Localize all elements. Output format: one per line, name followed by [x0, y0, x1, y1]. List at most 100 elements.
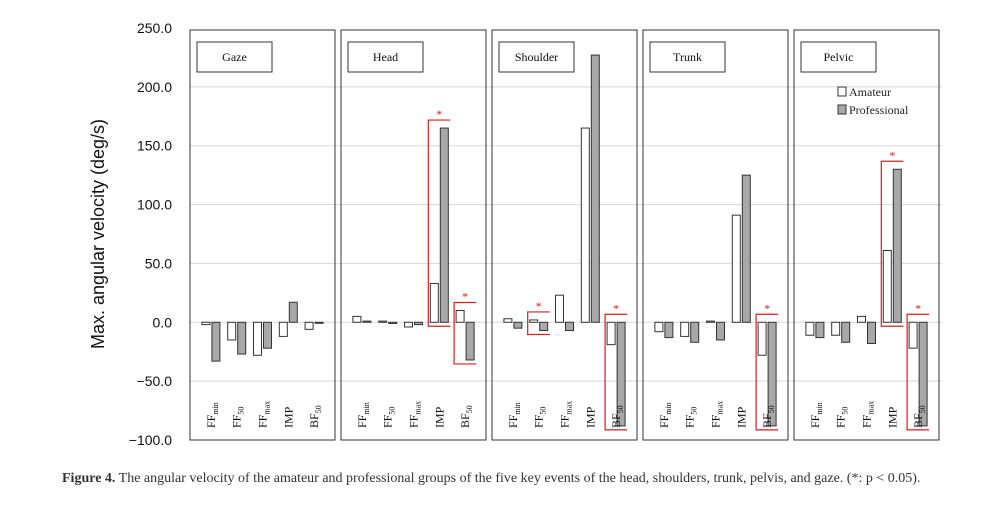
category-label-main: FF — [381, 414, 395, 428]
category-label: IMP — [885, 406, 899, 428]
category-label-main: BF — [609, 413, 623, 428]
amateur-bar — [680, 321, 690, 337]
amateur-bar — [757, 321, 767, 356]
category-label: FFmax — [407, 401, 423, 428]
figure-caption: Figure 4. The angular velocity of the am… — [62, 468, 982, 490]
category-label-main: FF — [204, 414, 218, 428]
professional-bar — [590, 54, 600, 323]
professional-bar — [892, 168, 902, 323]
category-label-sub: 50 — [388, 407, 397, 415]
professional-bar — [767, 321, 777, 427]
category-label-sub: min — [211, 402, 220, 414]
professional-bar — [565, 321, 574, 332]
amateur-bar — [882, 249, 892, 323]
panel-frame — [642, 29, 789, 441]
panel-title-box — [800, 41, 877, 73]
amateur-bar — [805, 321, 815, 336]
significance-bracket — [604, 313, 628, 431]
category-label: FFmax — [558, 401, 574, 428]
panel-title: Trunk — [673, 50, 702, 64]
y-tick-label: 100.0 — [137, 197, 172, 213]
significance-marker: * — [462, 290, 468, 304]
professional-bar — [841, 321, 851, 343]
category-label-sub: 50 — [616, 405, 625, 413]
amateur-bar — [555, 294, 564, 323]
y-tick-label: 200.0 — [137, 79, 172, 95]
category-label-main: FF — [355, 414, 369, 428]
panel-frame — [793, 29, 940, 441]
category-label-sub: 50 — [918, 405, 927, 413]
category-label-main: FF — [407, 414, 421, 428]
category-label-sub: min — [664, 402, 673, 414]
category-label-sub: 50 — [539, 407, 548, 415]
amateur-bar — [831, 321, 841, 336]
category-label: BF50 — [307, 405, 323, 428]
professional-bar — [664, 321, 674, 339]
panel-title-box — [498, 41, 575, 73]
panel-frame — [340, 29, 487, 441]
category-label-sub: min — [362, 402, 371, 414]
category-label: FF50 — [834, 407, 850, 428]
professional-bar — [263, 321, 272, 349]
category-label-sub: 50 — [314, 405, 323, 413]
professional-bar — [388, 321, 398, 324]
professional-bar — [539, 321, 549, 332]
amateur-bar — [304, 321, 314, 330]
amateur-bar — [654, 321, 664, 333]
significance-bracket — [755, 313, 779, 431]
panel-title: Head — [373, 50, 398, 64]
amateur-bar — [278, 321, 288, 337]
y-axis-label: Max. angular velocity (deg/s) — [88, 119, 108, 349]
category-label: IMP — [583, 406, 597, 428]
amateur-bar — [529, 319, 539, 323]
amateur-bar — [378, 320, 388, 323]
category-label-main: FF — [532, 414, 546, 428]
category-label-sub: min — [513, 402, 522, 414]
significance-marker: * — [764, 301, 770, 315]
panel-title-box — [196, 41, 273, 73]
category-label: IMP — [281, 406, 295, 428]
figure-caption-text: The angular velocity of the amateur and … — [115, 471, 921, 486]
category-label: FFmax — [709, 401, 725, 428]
category-label-sub: max — [867, 401, 876, 415]
professional-bar — [716, 321, 725, 341]
category-label-main: BF — [911, 413, 925, 428]
category-label-sub: max — [263, 401, 272, 415]
professional-bar — [690, 321, 700, 343]
category-label-main: BF — [307, 413, 321, 428]
category-label-sub: 50 — [767, 405, 776, 413]
category-label: BF50 — [458, 405, 474, 428]
category-label-main: FF — [657, 414, 671, 428]
category-label: FFmin — [204, 402, 220, 428]
professional-bar — [867, 321, 876, 344]
category-label-main: IMP — [583, 406, 597, 428]
category-label: FF50 — [381, 407, 397, 428]
professional-bar — [918, 321, 928, 427]
significance-bracket — [527, 311, 550, 336]
amateur-bar — [227, 321, 237, 341]
significance-marker: * — [915, 301, 921, 315]
amateur-bar — [352, 315, 362, 323]
significance-marker: * — [889, 148, 895, 162]
category-label-main: FF — [860, 414, 874, 428]
category-label-main: FF — [834, 414, 848, 428]
figure-caption-lead: Figure 4. — [62, 471, 116, 486]
panel-frame — [491, 29, 638, 441]
category-label-sub: max — [716, 401, 725, 415]
category-label: FFmin — [355, 402, 371, 428]
category-label-main: FF — [683, 414, 697, 428]
category-label: FF50 — [532, 407, 548, 428]
panel-title: Gaze — [222, 50, 247, 64]
significance-bracket — [453, 301, 477, 365]
category-label-main: BF — [760, 413, 774, 428]
professional-bar — [314, 321, 324, 324]
significance-marker: * — [436, 107, 442, 121]
y-tick-label: −50.0 — [137, 373, 173, 389]
significance-bracket — [427, 119, 451, 327]
category-label-main: BF — [458, 413, 472, 428]
category-label-main: FF — [709, 414, 723, 428]
significance-marker: * — [613, 301, 619, 315]
category-label-sub: 50 — [690, 407, 699, 415]
category-label-main: FF — [808, 414, 822, 428]
y-tick-label: 0.0 — [153, 314, 173, 330]
